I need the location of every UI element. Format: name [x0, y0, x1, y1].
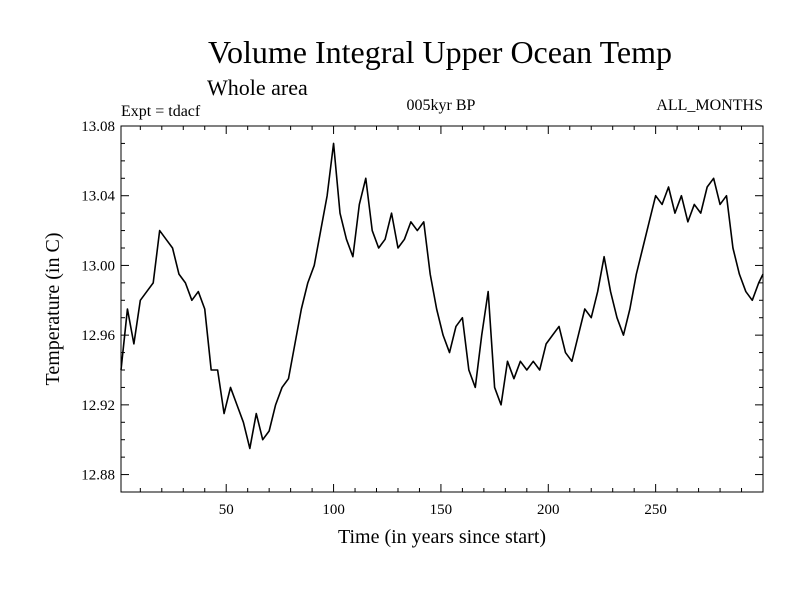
- chart-title: Volume Integral Upper Ocean Temp: [208, 34, 672, 70]
- x-axis-label: Time (in years since start): [338, 526, 546, 548]
- annotation-period: 005kyr BP: [407, 97, 476, 114]
- y-tick-label: 12.92: [81, 398, 115, 414]
- y-axis-tick-labels: 12.88 12.92 12.96 13.00 13.04 13.08: [81, 119, 115, 484]
- x-tick-label: 100: [322, 502, 345, 518]
- y-tick-label: 12.88: [81, 468, 115, 484]
- y-tick-label: 13.00: [81, 258, 115, 274]
- annotation-months: ALL_MONTHS: [656, 97, 763, 114]
- y-tick-label: 13.04: [81, 189, 115, 205]
- plot-frame: [120, 125, 764, 493]
- chart-subtitle: Whole area: [207, 75, 308, 100]
- x-tick-label: 150: [430, 502, 453, 518]
- x-tick-label: 200: [537, 502, 560, 518]
- y-tick-label: 12.96: [81, 328, 115, 344]
- series-line-temperature: [120, 142, 764, 450]
- x-tick-label: 250: [644, 502, 667, 518]
- annotation-experiment: Expt = tdacf: [121, 103, 201, 120]
- x-axis-tick-labels: 50 100 150 200 250: [219, 502, 667, 518]
- x-axis-ticks: [139, 126, 743, 492]
- y-axis-label: Temperature (in C): [42, 233, 64, 386]
- y-axis-ticks: [121, 125, 763, 493]
- y-tick-label: 13.08: [81, 119, 115, 135]
- x-tick-label: 50: [219, 502, 234, 518]
